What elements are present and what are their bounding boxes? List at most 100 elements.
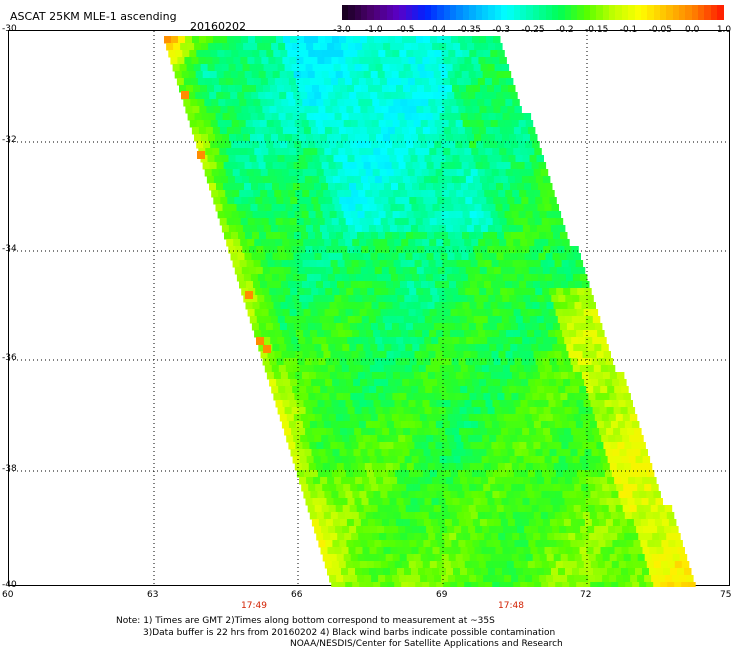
swath-cell bbox=[332, 36, 340, 44]
swath-cell bbox=[234, 36, 242, 44]
swath-cell bbox=[297, 176, 306, 184]
swath-cell bbox=[657, 526, 665, 534]
swath-cell bbox=[501, 407, 510, 415]
swath-cell bbox=[383, 477, 391, 485]
swath-cell bbox=[356, 71, 365, 79]
swath-cell bbox=[512, 190, 520, 198]
colorbar-segment bbox=[583, 5, 591, 20]
swath-cell bbox=[429, 127, 438, 135]
swath-cell bbox=[341, 456, 350, 464]
swath-cell bbox=[330, 169, 339, 177]
swath-cell bbox=[579, 477, 587, 485]
swath-cell bbox=[442, 421, 451, 429]
colorbar-segment bbox=[513, 5, 521, 20]
swath-cell bbox=[454, 323, 463, 331]
swath-cell bbox=[354, 407, 363, 415]
swath-cell bbox=[356, 344, 364, 352]
swath-cell bbox=[178, 36, 186, 44]
swath-cell bbox=[381, 106, 389, 114]
swath-cell bbox=[493, 379, 501, 387]
swath-cell bbox=[292, 134, 300, 142]
swath-cell bbox=[289, 309, 298, 317]
swath-cell bbox=[672, 554, 681, 562]
swath-cell bbox=[575, 351, 583, 359]
swath-cell bbox=[472, 379, 480, 387]
swath-cell bbox=[503, 253, 511, 261]
colorbar-segment bbox=[704, 5, 711, 20]
swath-cell bbox=[496, 435, 504, 443]
swath-cell bbox=[566, 344, 574, 352]
swath-cell bbox=[286, 92, 294, 100]
swath-cell bbox=[417, 316, 426, 324]
swath-cell bbox=[406, 554, 415, 562]
swath-cell bbox=[623, 484, 631, 492]
swath-cell bbox=[468, 414, 477, 422]
swath-cell bbox=[359, 582, 367, 587]
swath-cell bbox=[281, 99, 289, 107]
swath-cell bbox=[398, 253, 406, 261]
swath-cell bbox=[483, 484, 491, 492]
swath-cell bbox=[574, 393, 582, 401]
swath-cell bbox=[388, 267, 397, 275]
swath-cell bbox=[349, 526, 357, 534]
colorbar-segment bbox=[590, 5, 597, 20]
swath-cell bbox=[304, 176, 313, 184]
swath-cell bbox=[215, 134, 223, 142]
swath-cell bbox=[166, 43, 174, 51]
swath-cell bbox=[490, 484, 498, 492]
swath-cell bbox=[384, 344, 392, 352]
swath-cell bbox=[457, 218, 466, 226]
swath-cell bbox=[256, 246, 264, 254]
swath-cell bbox=[540, 442, 548, 450]
swath-cell bbox=[339, 519, 348, 527]
swath-cell bbox=[338, 239, 346, 247]
swath-cell bbox=[520, 400, 528, 408]
swath-cell bbox=[548, 470, 557, 478]
swath-cell bbox=[304, 106, 312, 114]
swath-cell bbox=[541, 561, 550, 569]
swath-cell bbox=[378, 372, 387, 380]
swath-cell bbox=[592, 316, 601, 324]
swath-cell bbox=[335, 162, 344, 170]
swath-cell bbox=[355, 274, 364, 282]
swath-cell bbox=[534, 582, 542, 587]
swath-cell bbox=[358, 99, 366, 107]
swath-cell bbox=[393, 78, 402, 86]
swath-cell bbox=[493, 358, 502, 366]
swath-cell bbox=[315, 393, 323, 401]
swath-cell bbox=[517, 183, 525, 191]
swath-cell bbox=[428, 190, 436, 198]
swath-cell bbox=[450, 582, 458, 587]
swath-cell bbox=[442, 281, 450, 289]
swath-cell bbox=[331, 330, 339, 338]
swath-cell bbox=[304, 449, 312, 457]
swath-cell bbox=[533, 421, 542, 429]
swath-cell bbox=[370, 71, 379, 79]
swath-cell bbox=[337, 260, 346, 268]
swath-cell bbox=[471, 218, 480, 226]
swath-cell bbox=[244, 183, 252, 191]
swath-cell bbox=[543, 428, 551, 436]
swath-cell bbox=[487, 155, 495, 163]
swath-cell bbox=[312, 428, 320, 436]
swath-cell bbox=[379, 533, 387, 541]
swath-cell bbox=[553, 393, 561, 401]
swath-cell bbox=[353, 288, 361, 296]
swath-cell bbox=[361, 225, 370, 233]
swath-cell bbox=[442, 78, 451, 86]
swath-cell bbox=[243, 43, 251, 51]
swath-cell bbox=[600, 568, 608, 576]
swath-cell bbox=[337, 533, 345, 541]
swath-cell bbox=[411, 113, 420, 121]
swath-cell bbox=[279, 183, 287, 191]
swath-cell bbox=[399, 211, 408, 219]
swath-cell bbox=[462, 141, 470, 149]
swath-cell bbox=[288, 99, 296, 107]
swath-cell bbox=[451, 519, 460, 527]
swath-cell bbox=[310, 148, 318, 156]
swath-cell bbox=[457, 148, 465, 156]
swath-cell bbox=[590, 561, 599, 569]
swath-cell bbox=[478, 470, 487, 478]
swath-cell bbox=[186, 85, 194, 93]
swath-cell bbox=[414, 190, 422, 198]
